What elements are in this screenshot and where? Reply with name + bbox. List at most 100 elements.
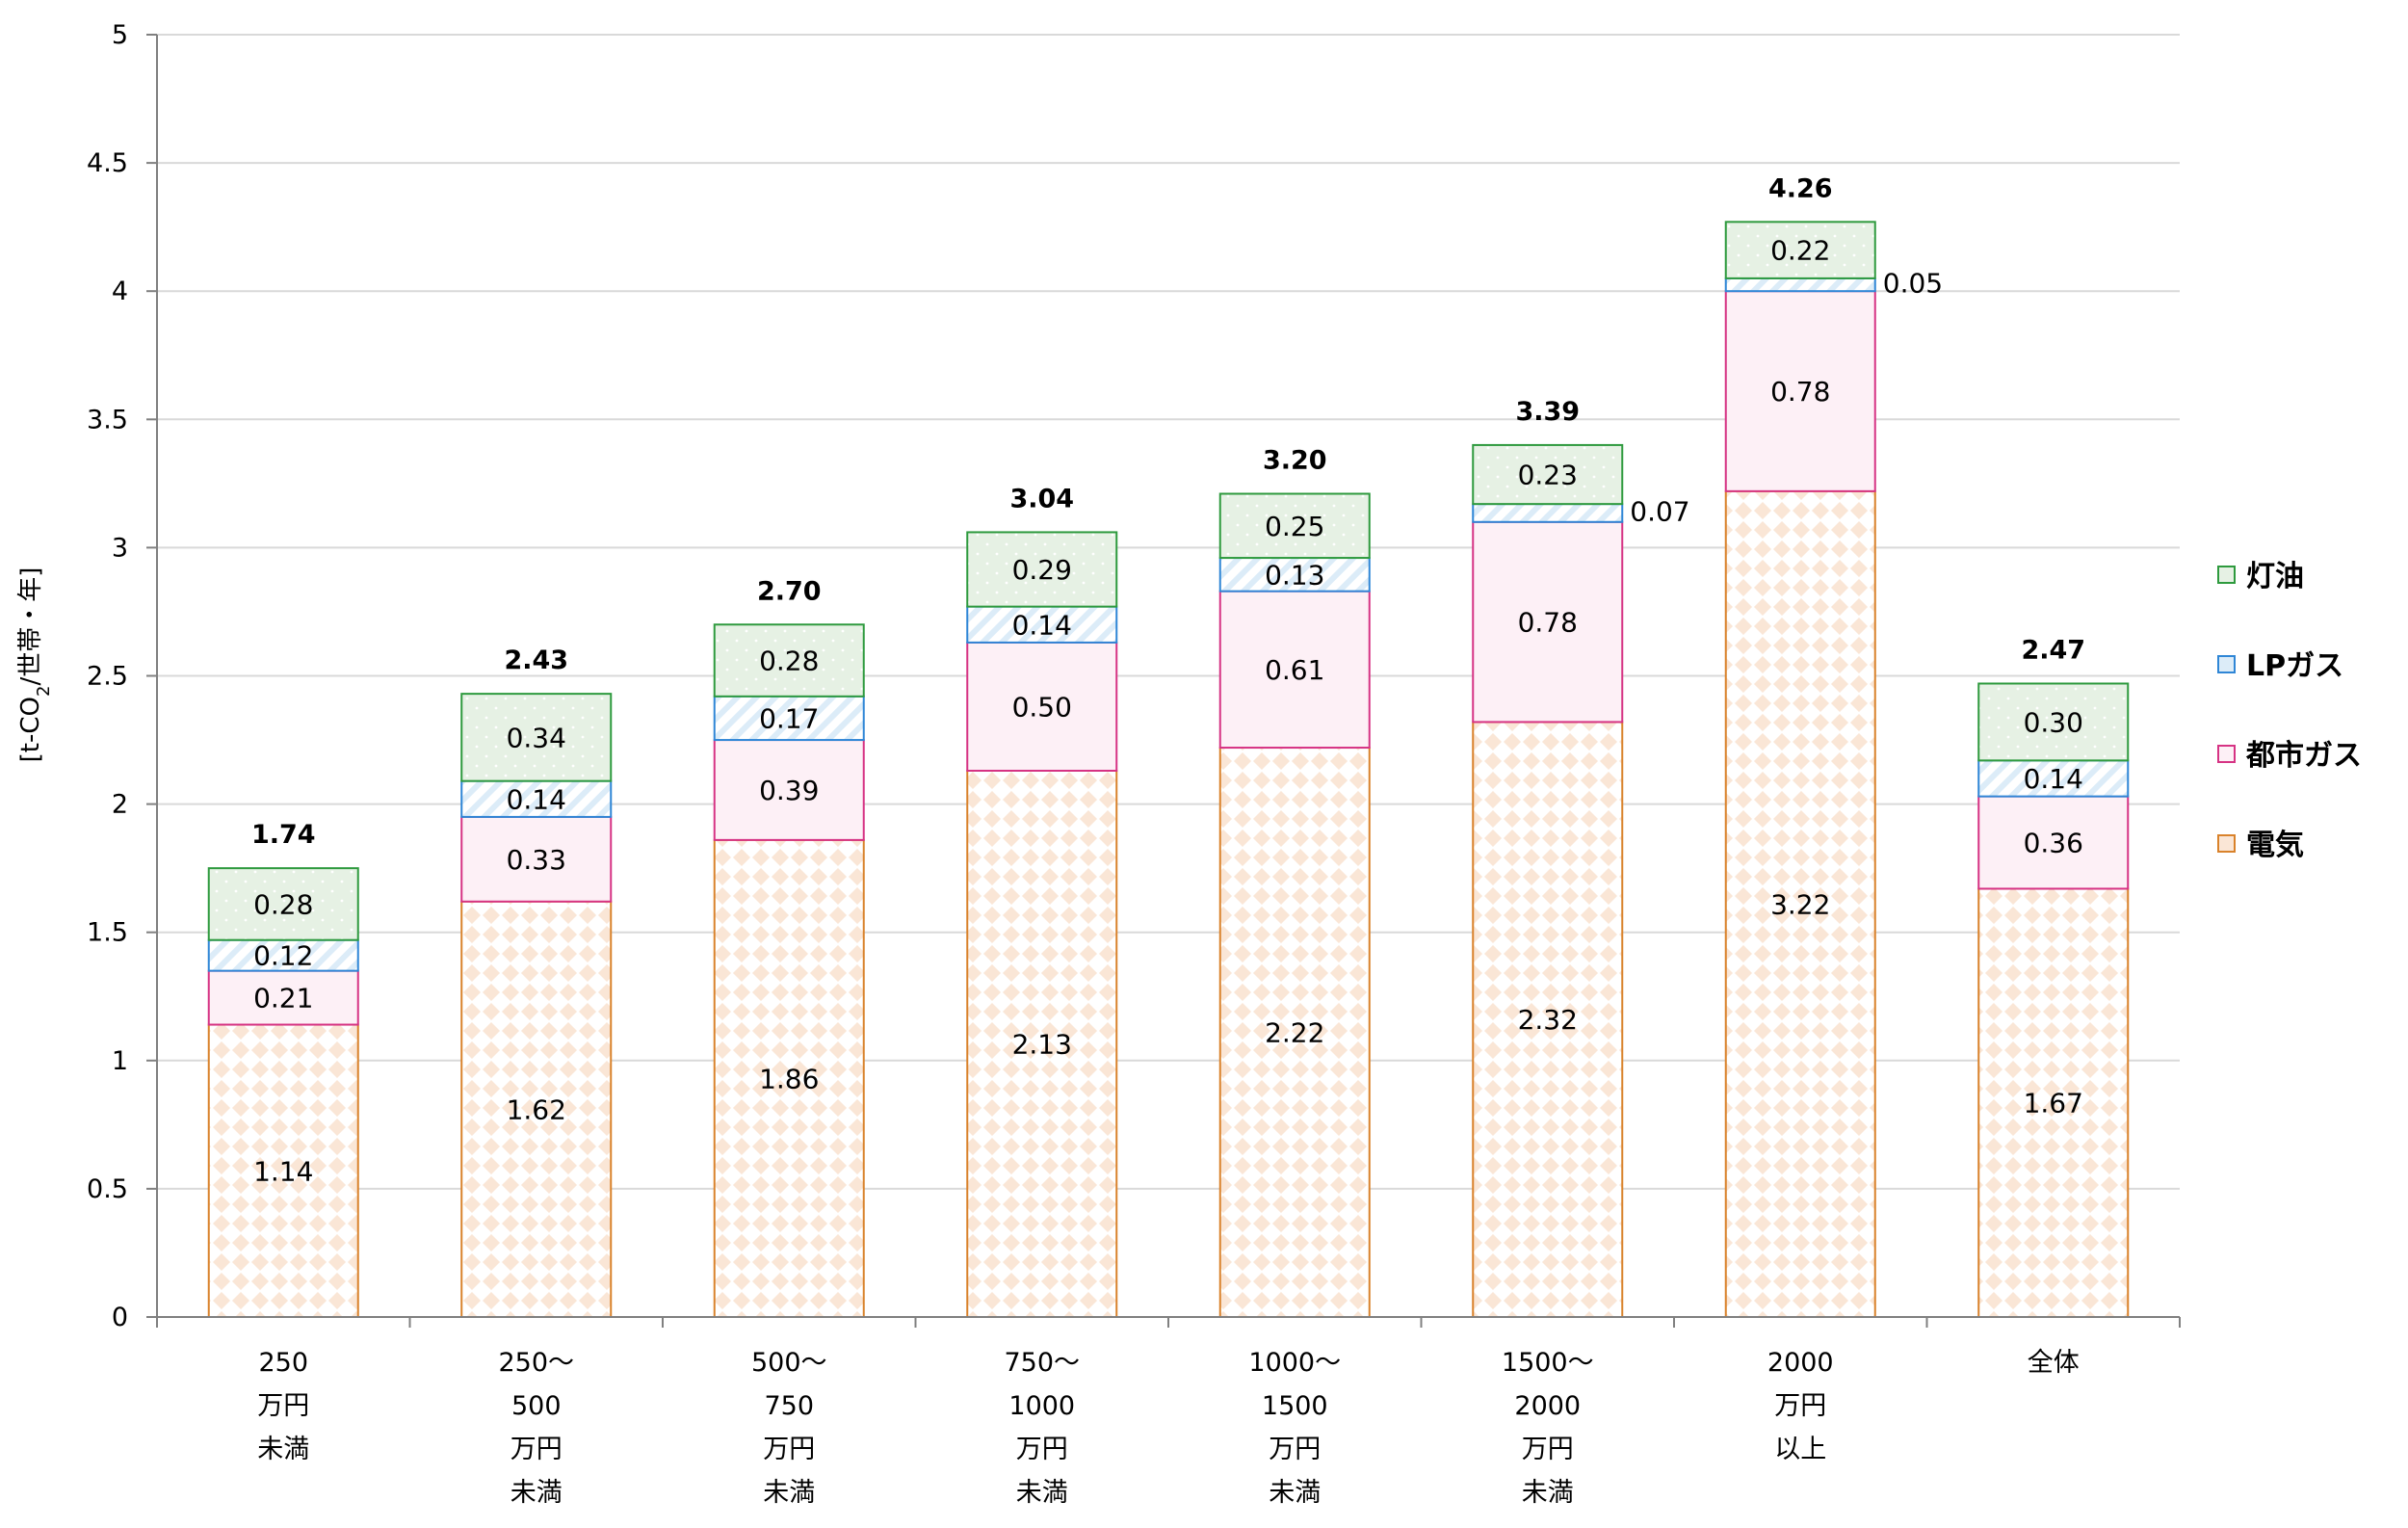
bar-segment-灯油 xyxy=(1218,492,1371,560)
data-label: 0.23 xyxy=(1518,460,1578,491)
data-label: 1.86 xyxy=(759,1063,819,1094)
bar-segment-灯油 xyxy=(1724,221,1876,279)
x-category-label: 500 xyxy=(511,1391,562,1421)
total-label: 3.20 xyxy=(1263,445,1327,475)
data-label: 0.50 xyxy=(1012,691,1072,723)
legend-label: LPガス xyxy=(2246,649,2343,683)
x-category-label: 250 xyxy=(258,1348,308,1378)
x-category-label: 2000 xyxy=(1767,1348,1834,1378)
bar-segment-都市ガス xyxy=(1977,795,2130,890)
bar-segment-LPガス xyxy=(1724,277,1876,293)
y-tick-label: 0 xyxy=(112,1303,128,1332)
data-label: 0.14 xyxy=(507,783,566,815)
total-label: 4.26 xyxy=(1768,173,1833,203)
y-tick-label: 1.5 xyxy=(87,918,128,948)
total-label: 2.47 xyxy=(2021,635,2085,665)
bar-segment-都市ガス xyxy=(1472,520,1624,724)
axes: 00.511.522.533.544.55250万円未満250～500万円未満5… xyxy=(87,20,2181,1508)
data-label: 0.13 xyxy=(1265,559,1324,591)
data-label: 0.29 xyxy=(1012,554,1072,586)
y-tick-label: 2 xyxy=(112,790,128,820)
data-label: 0.07 xyxy=(1630,495,1689,527)
data-label: 0.36 xyxy=(2024,828,2083,859)
data-label: 0.05 xyxy=(1883,268,1943,300)
bar-segment-LPガス xyxy=(713,695,865,742)
x-category-label: 万円 xyxy=(257,1391,309,1421)
data-label: 0.30 xyxy=(2024,706,2083,738)
x-category-label: 万円 xyxy=(510,1435,563,1464)
y-tick-label: 0.5 xyxy=(87,1174,128,1204)
x-category-label: 未満 xyxy=(1522,1478,1574,1508)
y-tick-label: 4.5 xyxy=(87,148,128,178)
legend-swatch-電気 xyxy=(2217,834,2236,853)
data-label: 0.17 xyxy=(759,702,819,734)
x-category-label: 未満 xyxy=(763,1478,815,1508)
data-label: 0.14 xyxy=(2024,763,2083,795)
bar-segment-電気 xyxy=(1977,887,2130,1318)
x-category-label: 250～ xyxy=(498,1348,574,1378)
data-label: 0.33 xyxy=(507,844,566,876)
x-category-label: 未満 xyxy=(1269,1478,1321,1508)
bar-segment-灯油 xyxy=(460,693,613,782)
data-label: 0.78 xyxy=(1770,376,1830,408)
bar-segment-灯油 xyxy=(966,531,1118,608)
data-label: 0.25 xyxy=(1265,511,1324,542)
data-label: 3.22 xyxy=(1770,888,1830,920)
bar-segment-LPガス xyxy=(1472,503,1624,523)
bar-segment-灯油 xyxy=(713,623,865,698)
data-label: 0.39 xyxy=(759,775,819,806)
bar-segment-灯油 xyxy=(1472,443,1624,506)
total-label: 3.39 xyxy=(1515,397,1580,427)
x-category-label: 1000～ xyxy=(1248,1348,1341,1378)
x-category-label: 1500～ xyxy=(1502,1348,1594,1378)
x-category-label: 万円 xyxy=(763,1435,815,1464)
data-label: 0.14 xyxy=(1012,609,1072,641)
x-category-label: 万円 xyxy=(1774,1391,1826,1421)
y-axis-label: [t-CO2/世帯・年] xyxy=(16,567,54,763)
x-category-label: 750～ xyxy=(1004,1348,1080,1378)
legend-label: 都市ガス xyxy=(2245,739,2362,773)
total-label: 2.43 xyxy=(504,645,568,675)
y-axis-label-sub: 2 xyxy=(34,686,54,697)
legend-swatch-都市ガス xyxy=(2217,745,2236,763)
x-category-label: 万円 xyxy=(1269,1435,1321,1464)
data-label: 0.78 xyxy=(1518,607,1578,639)
data-label: 0.61 xyxy=(1265,654,1324,686)
bar-segment-都市ガス xyxy=(713,739,865,841)
x-category-label: 未満 xyxy=(257,1435,309,1464)
data-label: 0.28 xyxy=(253,888,313,920)
bar-segment-LPガス xyxy=(460,779,613,818)
data-label: 2.13 xyxy=(1012,1028,1072,1060)
bar-segment-電気 xyxy=(1724,489,1876,1318)
data-label: 0.22 xyxy=(1770,235,1830,267)
bar-segment-LPガス xyxy=(207,938,359,972)
data-label: 1.14 xyxy=(253,1155,313,1187)
bar-segment-電気 xyxy=(1472,721,1624,1318)
x-category-label: 500～ xyxy=(751,1348,827,1378)
y-tick-label: 4 xyxy=(112,277,128,306)
y-axis-label-pre: [t-CO xyxy=(16,697,45,762)
x-category-label: 1000 xyxy=(1008,1391,1075,1421)
x-category-label: 以上 xyxy=(1774,1435,1826,1464)
x-category-label: 1500 xyxy=(1262,1391,1328,1421)
total-label: 2.70 xyxy=(757,576,822,606)
x-category-label: 2000 xyxy=(1514,1391,1581,1421)
data-label: 0.21 xyxy=(253,983,313,1014)
gridlines xyxy=(157,34,2180,1190)
data-label: 2.22 xyxy=(1265,1017,1324,1049)
legend-label: 電気 xyxy=(2246,829,2304,862)
data-label: 0.28 xyxy=(759,645,819,677)
data-label: 2.32 xyxy=(1518,1004,1578,1036)
bars-layer xyxy=(207,221,2130,1318)
bar-segment-電気 xyxy=(966,769,1118,1318)
x-category-label: 万円 xyxy=(1522,1435,1574,1464)
labels-layer: 1.14 0.21 0.12 0.28 1.74 1.62 0.33 0.14 0.34 2.43… xyxy=(251,173,2085,1187)
legend-swatch-LPガス xyxy=(2217,655,2236,673)
bar-segment-都市ガス xyxy=(460,815,613,903)
x-category-label: 未満 xyxy=(1016,1478,1068,1508)
bar-segment-電気 xyxy=(460,900,613,1318)
data-label: 0.34 xyxy=(507,722,566,753)
y-tick-label: 1 xyxy=(112,1046,128,1076)
